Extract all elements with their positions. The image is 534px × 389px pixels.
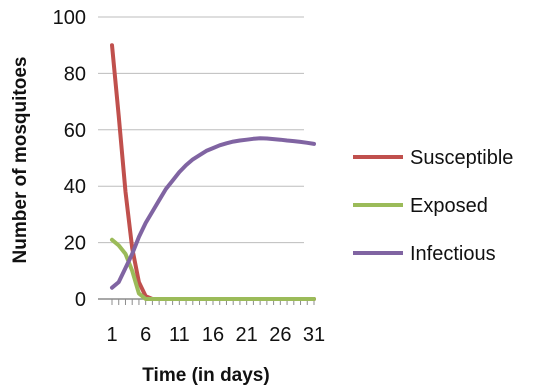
series-line-exposed (110, 237, 316, 301)
y-axis-title: Number of mosquitoes (10, 57, 31, 264)
y-tick-label: 60 (64, 120, 86, 142)
series-line-susceptible (110, 43, 316, 301)
series-lines (110, 43, 316, 301)
legend: Susceptible Exposed Infectious (353, 147, 513, 265)
y-tick-label: 0 (75, 289, 86, 311)
y-axis-tick-labels: 0 20 40 60 80 100 (53, 7, 86, 311)
y-tick-label: 20 (64, 233, 86, 255)
y-tick-label: 100 (53, 7, 86, 29)
x-tick-label: 6 (140, 324, 151, 346)
x-axis-tick-labels: 1 6 11 16 21 26 31 (106, 324, 325, 346)
legend-label-susceptible: Susceptible (410, 147, 513, 169)
y-tick-label: 80 (64, 63, 86, 85)
gridlines (98, 16, 304, 244)
x-tick-label: 16 (202, 324, 224, 346)
x-tick-label: 26 (269, 324, 291, 346)
legend-label-exposed: Exposed (410, 195, 488, 217)
x-tick-label: 11 (169, 324, 190, 346)
x-tick-label: 21 (236, 324, 258, 346)
y-tick-label: 40 (64, 176, 86, 198)
x-axis-title: Time (in days) (142, 365, 269, 386)
legend-label-infectious: Infectious (410, 243, 496, 265)
series-line-infectious (110, 136, 316, 290)
x-tick-label: 1 (106, 324, 117, 346)
x-tick-label: 31 (303, 324, 325, 346)
